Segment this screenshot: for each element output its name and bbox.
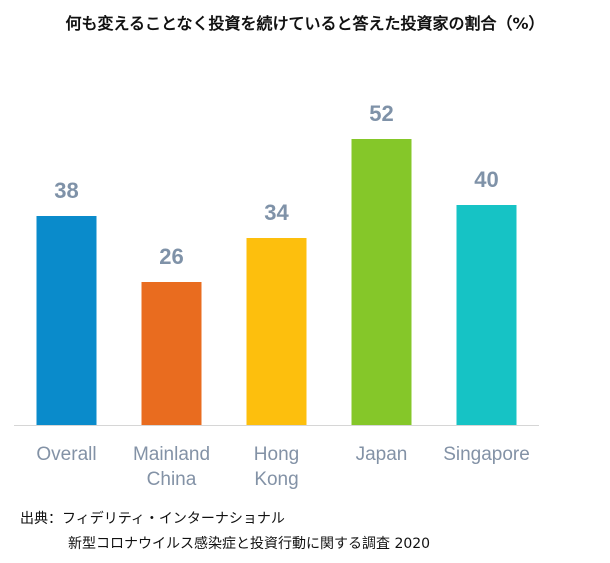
category-label: Hong bbox=[254, 444, 299, 465]
category-label: Singapore bbox=[443, 444, 530, 465]
bar bbox=[246, 238, 307, 425]
bar bbox=[456, 205, 517, 425]
category-labels-group: Overall Mainland China Hong Kong Japan Singapo… bbox=[36, 444, 529, 490]
category-label: Overall bbox=[36, 444, 96, 465]
bar-chart: 38 26 34 52 40 Overall Mainland China Hong Kong J… bbox=[14, 101, 539, 490]
category-label: Mainland bbox=[133, 444, 210, 465]
value-label: 38 bbox=[54, 178, 78, 203]
value-label: 34 bbox=[264, 200, 289, 225]
bar bbox=[351, 139, 412, 425]
bar bbox=[36, 216, 97, 425]
category-label: China bbox=[147, 469, 197, 490]
category-label: Japan bbox=[356, 444, 408, 465]
category-label: Kong bbox=[254, 469, 298, 490]
source-survey-name: 新型コロナウイルス感染症と投資行動に関する調査 2020 bbox=[68, 536, 431, 552]
source-citation: 出典：フィデリティ・インターナショナル bbox=[20, 511, 285, 527]
bar bbox=[141, 282, 202, 425]
value-labels-group: 38 26 34 52 40 bbox=[54, 101, 498, 269]
value-label: 26 bbox=[159, 244, 183, 269]
value-label: 52 bbox=[369, 101, 393, 126]
value-label: 40 bbox=[474, 167, 498, 192]
bars-group bbox=[36, 139, 517, 425]
chart-title: 何も変えることなく投資を続けていると答えた投資家の割合（%） bbox=[65, 14, 545, 33]
